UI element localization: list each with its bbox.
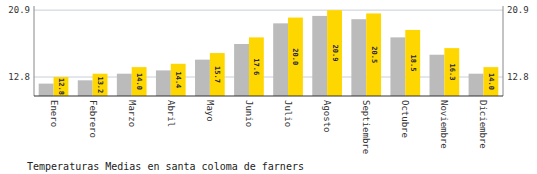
x-tick-label: Junio	[244, 100, 254, 127]
value-label: 13.2	[96, 76, 104, 93]
bar	[78, 80, 93, 96]
bars	[39, 10, 499, 96]
y-tick-label: 20.9	[8, 5, 30, 15]
y2-tick-label: 20.9	[507, 5, 529, 15]
x-tick-label: Febrero	[88, 100, 98, 138]
value-label: 17.6	[252, 58, 260, 75]
x-tick-label: Marzo	[127, 100, 137, 127]
value-label: 14.0	[487, 73, 495, 90]
bar	[171, 64, 186, 96]
bar	[54, 77, 69, 96]
bar	[195, 60, 210, 96]
bar	[444, 48, 459, 96]
x-tick-label: Septiembre	[361, 100, 371, 154]
x-tick-label: Abril	[166, 100, 176, 127]
bar	[234, 44, 249, 96]
bar	[93, 74, 108, 96]
bar	[351, 19, 366, 96]
x-tick-label: Julio	[283, 100, 293, 127]
x-tick-label: Agosto	[322, 100, 332, 133]
bar	[117, 74, 132, 96]
bar	[405, 30, 420, 96]
x-axis-line	[34, 95, 503, 96]
bar	[483, 67, 498, 96]
bar	[132, 67, 147, 96]
bar	[249, 37, 264, 96]
y-tick-label: 12.8	[8, 72, 30, 82]
bar	[312, 16, 327, 96]
value-label: 16.3	[448, 64, 456, 81]
y-axis-line	[34, 6, 35, 96]
x-tick-label: Noviembre	[439, 100, 449, 149]
value-labels: 12.8 13.2 14.0 14.4 15.7 17.6 20.0 20.9 20.5 18.5…	[57, 45, 495, 95]
x-tick-label: Enero	[49, 100, 59, 127]
bar	[366, 13, 381, 96]
bar	[210, 53, 225, 96]
value-label: 18.5	[409, 55, 417, 72]
title: Temperaturas Medias en santa coloma de f…	[27, 161, 304, 172]
value-label: 20.0	[291, 48, 299, 65]
value-label: 20.5	[370, 46, 378, 63]
value-label: 20.9	[331, 45, 339, 62]
y2-tick-label: 12.8	[507, 72, 529, 82]
bar	[288, 18, 303, 96]
bar	[430, 55, 445, 96]
value-label: 12.8	[57, 78, 65, 95]
bar	[327, 10, 342, 96]
bar	[273, 23, 288, 96]
x-tick-label: Octubre	[400, 100, 410, 138]
value-label: 15.7	[213, 66, 221, 83]
value-label: 14.0	[135, 73, 143, 90]
value-label: 14.4	[174, 71, 182, 88]
bar	[156, 70, 171, 96]
bar	[390, 37, 405, 96]
bar	[469, 74, 484, 96]
x-tick-label: Mayo	[205, 100, 215, 122]
y2-axis-line	[503, 6, 504, 96]
bar	[39, 84, 54, 96]
chart: 12.8 20.9 12.8 20.9 12.8 13.2 14.0 14.4 15.7 17.6…	[0, 0, 537, 174]
grid-line	[34, 10, 503, 11]
x-tick-label: Diciembre	[478, 100, 488, 149]
